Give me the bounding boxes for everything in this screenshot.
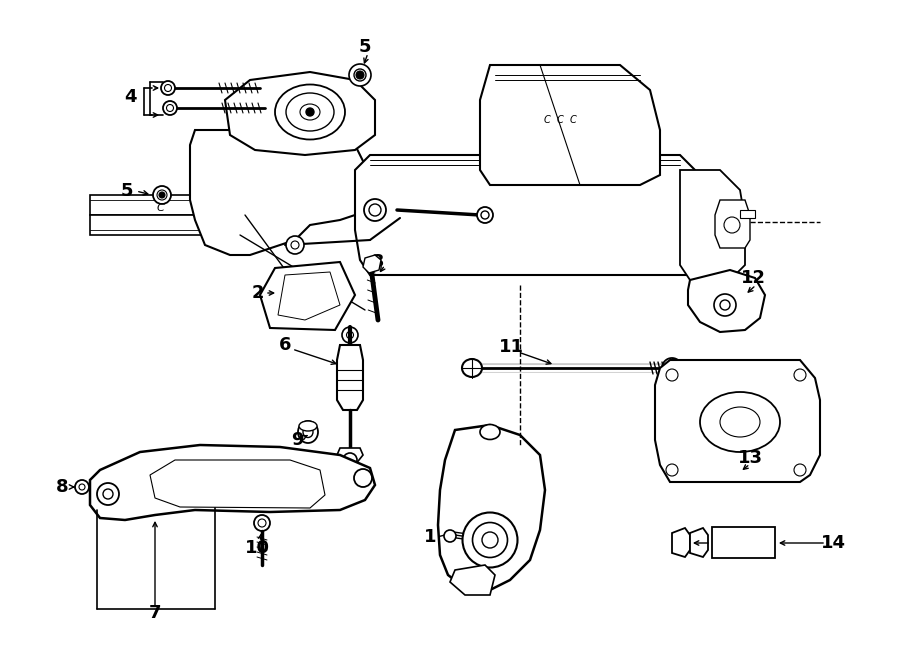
Text: 1: 1 xyxy=(424,528,436,546)
Polygon shape xyxy=(450,565,495,595)
Ellipse shape xyxy=(369,204,381,216)
Ellipse shape xyxy=(97,483,119,505)
Polygon shape xyxy=(337,345,363,410)
Text: 10: 10 xyxy=(245,539,269,557)
Polygon shape xyxy=(740,210,755,218)
Polygon shape xyxy=(363,255,381,273)
Text: C  C  C: C C C xyxy=(544,115,576,125)
Ellipse shape xyxy=(462,359,482,377)
Polygon shape xyxy=(712,527,775,558)
Ellipse shape xyxy=(342,327,358,343)
Ellipse shape xyxy=(103,489,113,499)
Polygon shape xyxy=(690,528,708,557)
Polygon shape xyxy=(260,262,355,330)
Ellipse shape xyxy=(254,515,270,531)
Polygon shape xyxy=(355,155,700,275)
Polygon shape xyxy=(90,195,290,215)
Polygon shape xyxy=(225,72,375,155)
Ellipse shape xyxy=(298,421,318,443)
Ellipse shape xyxy=(75,480,89,494)
Polygon shape xyxy=(90,215,290,235)
Ellipse shape xyxy=(166,104,174,112)
Ellipse shape xyxy=(303,426,313,438)
Ellipse shape xyxy=(354,469,372,487)
Ellipse shape xyxy=(444,530,456,542)
Ellipse shape xyxy=(346,332,354,338)
Text: 6: 6 xyxy=(279,336,292,354)
Ellipse shape xyxy=(157,190,167,200)
Ellipse shape xyxy=(349,64,371,86)
Text: C: C xyxy=(156,203,164,213)
Text: 11: 11 xyxy=(499,338,524,356)
Ellipse shape xyxy=(477,207,493,223)
Circle shape xyxy=(306,108,314,116)
Ellipse shape xyxy=(153,186,171,204)
Ellipse shape xyxy=(480,424,500,440)
Ellipse shape xyxy=(258,519,266,527)
Ellipse shape xyxy=(463,512,518,568)
Ellipse shape xyxy=(286,236,304,254)
Polygon shape xyxy=(337,448,363,465)
Ellipse shape xyxy=(291,241,299,249)
Polygon shape xyxy=(672,528,690,557)
Text: 4: 4 xyxy=(124,88,136,106)
Ellipse shape xyxy=(165,85,172,91)
Polygon shape xyxy=(655,360,820,482)
Polygon shape xyxy=(438,425,545,590)
Text: 3: 3 xyxy=(372,253,384,271)
Ellipse shape xyxy=(472,522,508,557)
Text: 12: 12 xyxy=(741,269,766,287)
Polygon shape xyxy=(190,130,365,255)
Text: 7: 7 xyxy=(148,604,161,622)
Text: 5: 5 xyxy=(121,182,133,200)
Ellipse shape xyxy=(275,85,345,139)
Ellipse shape xyxy=(286,93,334,131)
Text: 2: 2 xyxy=(252,284,265,302)
Text: 13: 13 xyxy=(737,449,762,467)
Polygon shape xyxy=(480,65,660,185)
Ellipse shape xyxy=(343,453,357,467)
Ellipse shape xyxy=(163,101,177,115)
Ellipse shape xyxy=(161,81,175,95)
Text: 9: 9 xyxy=(291,431,303,449)
Ellipse shape xyxy=(662,358,682,378)
Polygon shape xyxy=(688,270,765,332)
Text: 14: 14 xyxy=(821,534,845,552)
Circle shape xyxy=(159,192,165,198)
Ellipse shape xyxy=(482,532,498,548)
Polygon shape xyxy=(90,445,375,520)
Ellipse shape xyxy=(481,211,489,219)
Text: 8: 8 xyxy=(56,478,68,496)
Ellipse shape xyxy=(720,300,730,310)
Ellipse shape xyxy=(354,69,366,81)
Polygon shape xyxy=(150,460,325,508)
Circle shape xyxy=(356,71,364,79)
Ellipse shape xyxy=(299,421,317,431)
Polygon shape xyxy=(715,200,750,248)
Text: 5: 5 xyxy=(359,38,371,56)
Polygon shape xyxy=(680,170,745,280)
Ellipse shape xyxy=(364,199,386,221)
